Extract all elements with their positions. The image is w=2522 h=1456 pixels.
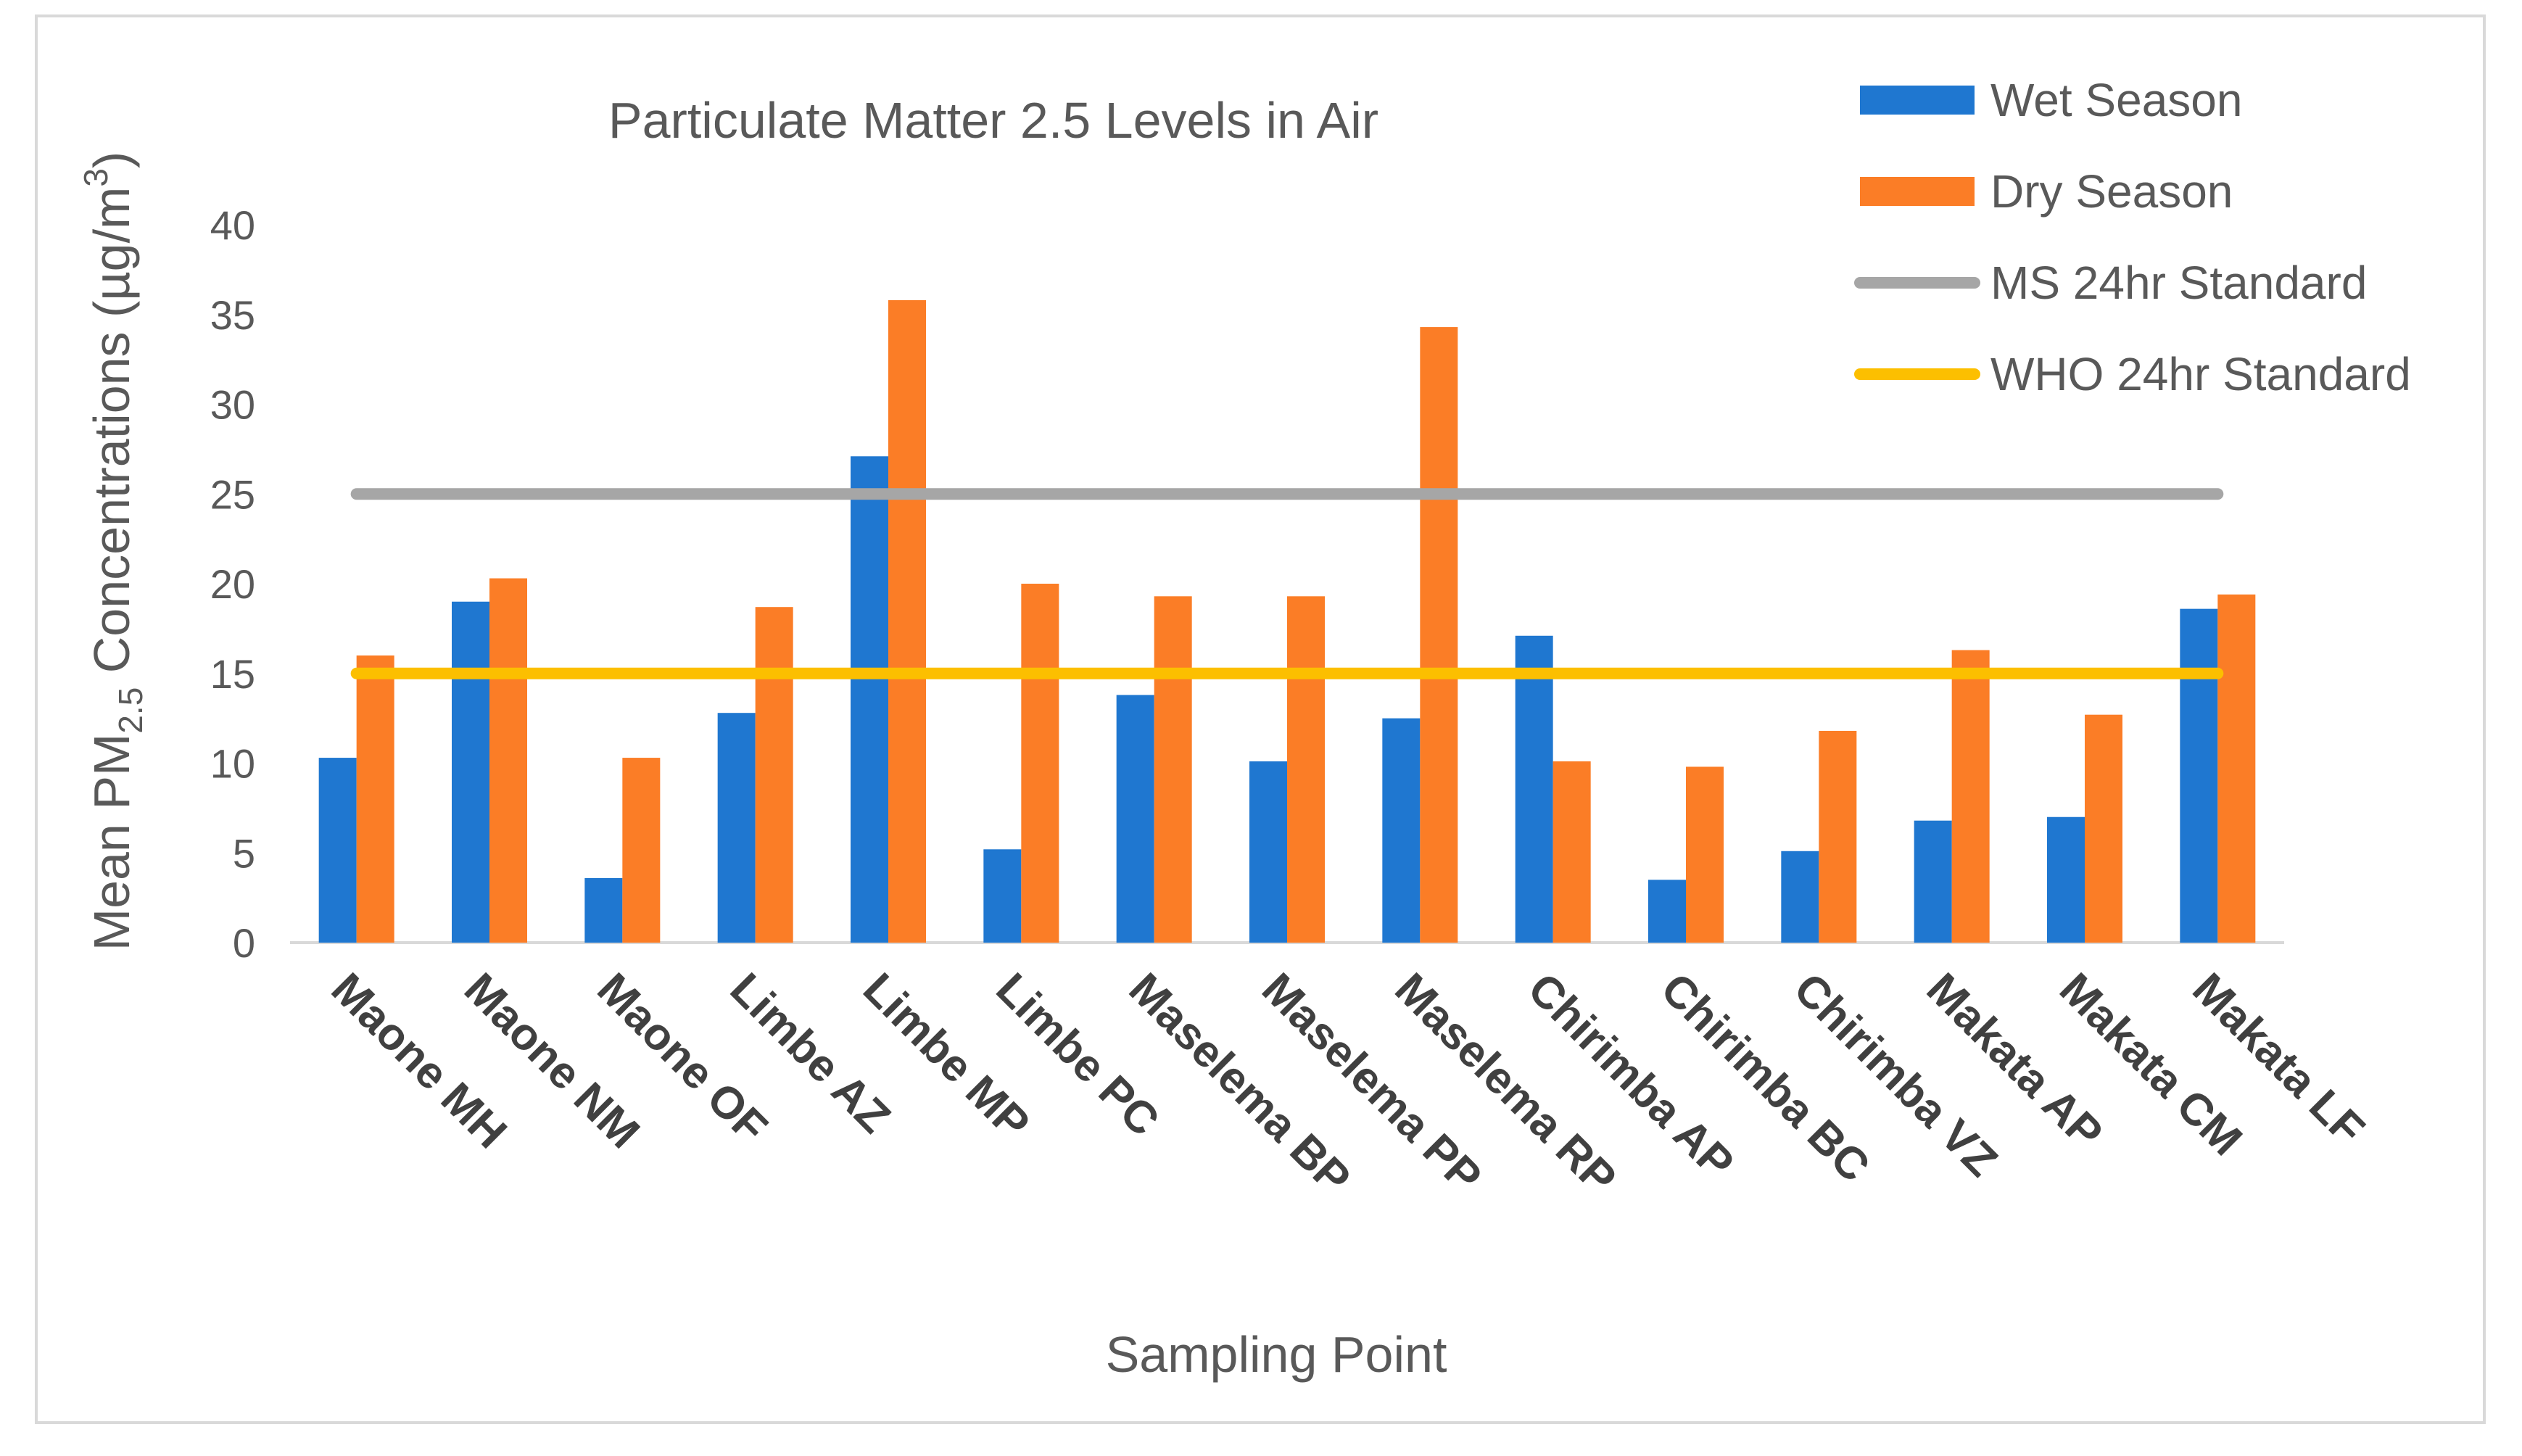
- bar-wet-season-8: [1382, 718, 1421, 943]
- chart-frame: [35, 15, 2486, 1424]
- y-tick-label-10: 10: [210, 741, 255, 787]
- bar-dry-season-8: [1420, 327, 1458, 943]
- legend-label-wet-season: Wet Season: [1990, 74, 2242, 126]
- bar-wet-season-1: [452, 601, 489, 943]
- bar-dry-season-14: [2217, 594, 2256, 943]
- bar-wet-season-12: [1914, 820, 1952, 943]
- y-tick-label-0: 0: [233, 920, 255, 966]
- bar-dry-season-13: [2085, 714, 2122, 943]
- bar-wet-season-6: [1116, 695, 1154, 943]
- y-tick-label-40: 40: [210, 202, 255, 248]
- y-tick-label-35: 35: [210, 292, 255, 338]
- bar-dry-season-12: [1951, 650, 1990, 943]
- y-axis-title-middle: Concentrations (µg/m: [83, 187, 140, 687]
- bar-dry-season-10: [1686, 766, 1724, 943]
- bar-dry-season-4: [888, 299, 926, 943]
- y-axis-title: Mean PM2.5 Concentrations (µg/m3): [77, 152, 149, 951]
- bar-wet-season-10: [1648, 880, 1686, 943]
- bar-wet-season-11: [1781, 851, 1819, 943]
- y-tick-label-5: 5: [233, 830, 255, 876]
- y-tick-label-30: 30: [210, 382, 255, 428]
- y-tick-label-15: 15: [210, 651, 255, 697]
- bar-dry-season-2: [622, 758, 661, 943]
- y-axis-title-prefix: Mean PM: [83, 734, 140, 951]
- y-axis-title-subscript: 2.5: [112, 687, 149, 734]
- bar-dry-season-1: [489, 578, 527, 943]
- x-axis-title: Sampling Point: [1106, 1326, 1447, 1383]
- legend-label-who-24hr-standard: WHO 24hr Standard: [1990, 348, 2411, 400]
- y-axis-ticks: 0 5 10 15 20 25 30 35 40: [210, 202, 255, 966]
- bar-dry-season-0: [356, 655, 394, 943]
- bar-dry-season-11: [1819, 730, 1857, 943]
- bar-dry-season-3: [755, 607, 793, 943]
- bar-wet-season-5: [983, 849, 1022, 943]
- bar-dry-season-7: [1287, 596, 1325, 943]
- bar-wet-season-13: [2047, 816, 2085, 943]
- reference-lines: [350, 488, 2224, 679]
- y-tick-label-25: 25: [210, 471, 255, 517]
- chart-title: Particulate Matter 2.5 Levels in Air: [608, 92, 1378, 149]
- legend-label-dry-season: Dry Season: [1990, 165, 2233, 218]
- legend-swatch-wet-season: [1860, 86, 1975, 115]
- y-tick-label-20: 20: [210, 561, 255, 607]
- bar-wet-season-2: [584, 877, 623, 943]
- legend: Wet Season Dry Season MS 24hr Standard WHO …: [1854, 74, 2411, 400]
- bar-wet-season-7: [1249, 761, 1287, 943]
- bar-wet-season-0: [318, 758, 357, 943]
- bar-wet-season-4: [851, 456, 888, 943]
- legend-label-ms-24hr-standard: MS 24hr Standard: [1990, 257, 2367, 309]
- bar-dry-season-5: [1021, 584, 1059, 943]
- bar-wet-season-14: [2180, 608, 2218, 943]
- bars: [318, 299, 2256, 943]
- bar-dry-season-9: [1553, 761, 1591, 943]
- y-axis-title-superscript: 3: [77, 168, 115, 187]
- bar-wet-season-3: [717, 713, 756, 943]
- legend-swatch-dry-season: [1860, 177, 1975, 206]
- bar-wet-season-9: [1515, 635, 1553, 943]
- bar-dry-season-6: [1154, 596, 1192, 943]
- y-axis-title-suffix: ): [83, 152, 140, 168]
